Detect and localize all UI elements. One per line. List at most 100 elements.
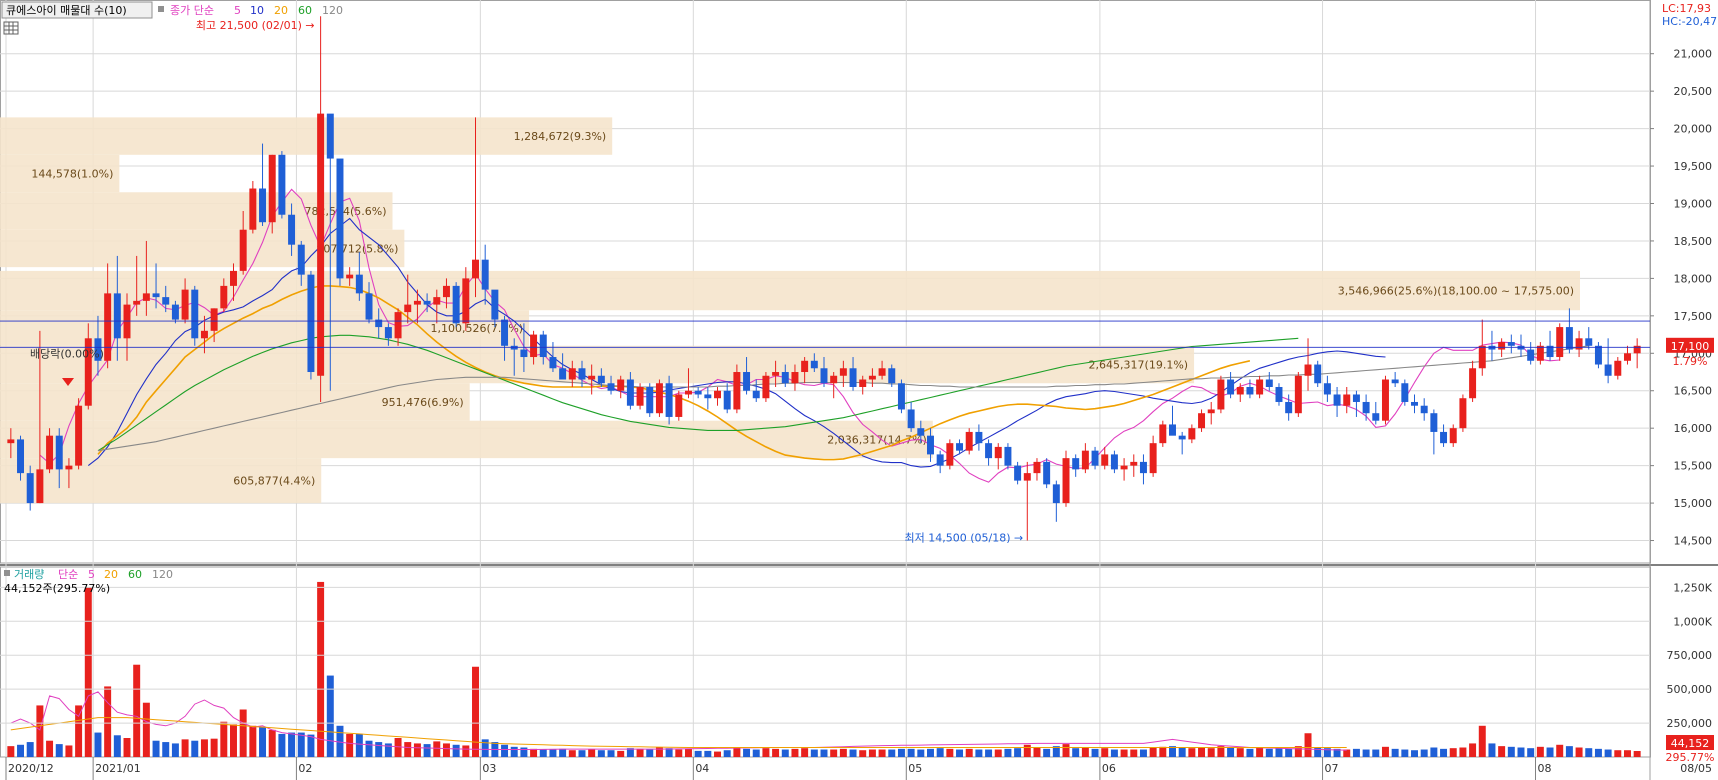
candle <box>365 282 373 324</box>
candle-body <box>36 469 44 504</box>
grid-toggle-icon[interactable] <box>3 21 19 35</box>
volume-bar <box>210 738 218 757</box>
candle <box>278 151 286 219</box>
candle <box>956 439 964 455</box>
candle <box>781 364 789 387</box>
candle <box>994 443 1002 470</box>
candle-body <box>1285 401 1293 414</box>
candle-body <box>1062 458 1070 504</box>
candle-body <box>1159 424 1167 444</box>
candle <box>1604 338 1612 384</box>
candle-body <box>249 188 257 230</box>
candle-body <box>830 375 838 384</box>
volume-bar <box>84 587 92 757</box>
candle <box>1043 458 1051 489</box>
volume-bar <box>655 747 663 757</box>
candle <box>907 401 915 432</box>
candle <box>917 420 925 444</box>
candle-body <box>191 289 199 339</box>
candle-body <box>752 390 760 399</box>
volume-bar <box>375 742 383 757</box>
candle-body <box>1314 364 1322 384</box>
volume-bar <box>501 744 509 757</box>
candle <box>1110 450 1118 474</box>
candle <box>442 278 450 309</box>
candle <box>1333 386 1341 417</box>
candle-body <box>1507 342 1515 346</box>
volume-legend-period-120: 120 <box>152 568 173 581</box>
volume-bar <box>617 750 625 757</box>
candle-body <box>810 360 818 369</box>
candle-body <box>200 330 208 339</box>
current-price-tag <box>1666 337 1714 353</box>
candle <box>655 379 663 417</box>
volume-bar <box>336 725 344 757</box>
volume-bar <box>907 748 915 757</box>
candle <box>17 435 25 481</box>
volume-bar <box>1023 744 1031 757</box>
candle <box>375 308 383 339</box>
candle-body <box>171 304 179 320</box>
candle-body <box>1275 386 1283 402</box>
volume-bar <box>694 750 702 757</box>
candle <box>191 285 199 346</box>
candle <box>568 360 576 387</box>
dividend-annotation: 배당락(0.00%) <box>30 347 104 360</box>
candle-body <box>181 289 189 320</box>
candle-body <box>1478 345 1486 369</box>
volume-bar <box>1072 748 1080 757</box>
volume-profile-bar <box>0 154 120 193</box>
title-box[interactable] <box>1 1 153 19</box>
candle <box>1004 443 1012 470</box>
volume-bar <box>365 740 373 757</box>
candle <box>171 300 179 324</box>
candle-body <box>1614 360 1622 376</box>
candle <box>868 368 876 387</box>
candle-body <box>588 375 596 380</box>
volume-bar <box>1623 750 1631 757</box>
candle <box>888 364 896 387</box>
volume-bar <box>665 748 673 757</box>
candle-body <box>927 435 934 455</box>
volume-bar <box>1614 750 1622 757</box>
candle-body <box>791 372 799 384</box>
candle <box>646 383 654 417</box>
volume-bar <box>1401 749 1409 757</box>
volume-bar <box>675 749 683 757</box>
volume-y-axis: 1,250K 1,000K 750,000 500,000 250,000 <box>0 581 1713 730</box>
volume-bar <box>1517 747 1525 757</box>
candle <box>7 428 15 459</box>
volume-bar <box>1198 747 1206 757</box>
candle <box>346 267 354 286</box>
candle-body <box>84 338 92 406</box>
candle-body <box>1556 327 1564 358</box>
candle-body <box>46 435 54 470</box>
volume-bar <box>568 750 576 757</box>
volume-bar <box>1594 748 1602 757</box>
legend-period-20: 20 <box>274 4 288 17</box>
candle-body <box>1401 383 1409 402</box>
candle-body <box>452 285 460 324</box>
price-tick-label: 21,000 <box>1674 48 1713 61</box>
volume-bar <box>733 747 741 757</box>
candle <box>1614 357 1622 380</box>
candle-body <box>113 293 121 339</box>
candle <box>462 267 470 331</box>
volume-profile-bar <box>0 192 393 230</box>
volume-bar <box>1498 746 1506 757</box>
candle <box>104 263 112 369</box>
volume-bar <box>549 749 557 757</box>
candle-body <box>1246 386 1254 395</box>
candle-body <box>394 312 402 339</box>
volume-bar <box>1440 748 1448 757</box>
candle <box>317 16 325 402</box>
candle-body <box>1352 394 1360 402</box>
candle-body <box>433 297 441 305</box>
price-tick-label: 18,500 <box>1674 235 1713 248</box>
candle <box>801 357 809 384</box>
candles <box>7 16 1641 541</box>
candle <box>1633 338 1641 369</box>
candle <box>1343 386 1351 414</box>
volume-bar <box>597 750 605 757</box>
